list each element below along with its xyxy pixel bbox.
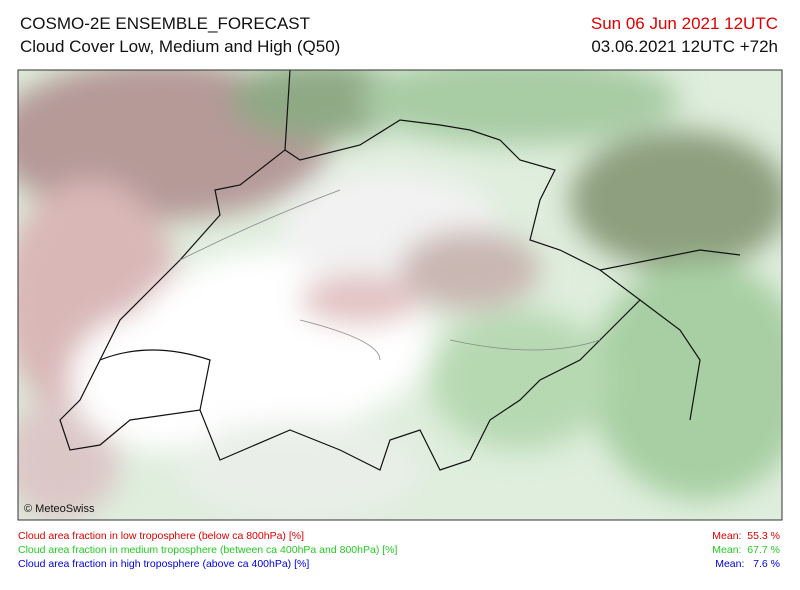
legend-mean: Mean: 55.3 % xyxy=(712,530,780,542)
cloud-field xyxy=(18,70,782,520)
valid-time: Sun 06 Jun 2021 12UTC xyxy=(590,14,778,33)
credit: © MeteoSwiss xyxy=(24,503,95,515)
title: COSMO-2E ENSEMBLE_FORECAST xyxy=(20,14,311,33)
legend-mean: Mean: 7.6 % xyxy=(715,558,780,570)
legend-label: Cloud area fraction in medium tropospher… xyxy=(18,544,398,556)
map-frame xyxy=(17,69,783,521)
borders xyxy=(59,70,741,471)
legend-label: Cloud area fraction in low troposphere (… xyxy=(18,530,304,542)
subtitle: Cloud Cover Low, Medium and High (Q50) xyxy=(20,37,341,56)
legend-mean: Mean: 67.7 % xyxy=(712,544,780,556)
run-time: 03.06.2021 12UTC +72h xyxy=(591,37,778,56)
legend-label: Cloud area fraction in high troposphere … xyxy=(18,558,310,570)
